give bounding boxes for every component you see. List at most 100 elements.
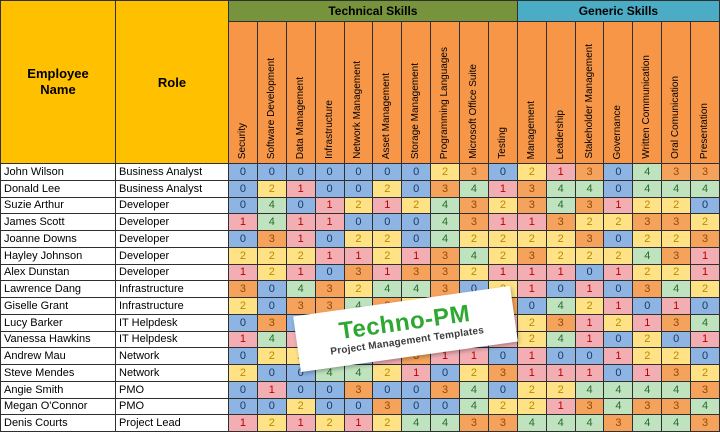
column-header-written-communication[interactable]: Written Communication <box>633 22 663 164</box>
score-cell-lawrence-dang-leadership[interactable]: 0 <box>546 281 576 298</box>
score-cell-megan-o-connor-presentation[interactable]: 4 <box>691 398 720 416</box>
score-cell-denis-courts-asset-management[interactable]: 2 <box>373 415 403 432</box>
score-cell-lucy-barker-leadership[interactable]: 3 <box>546 314 576 332</box>
score-cell-andrew-mau-testing[interactable]: 0 <box>488 348 518 365</box>
score-cell-denis-courts-testing[interactable]: 3 <box>488 415 518 432</box>
score-cell-giselle-grant-governance[interactable]: 1 <box>604 298 634 315</box>
score-cell-donald-lee-software-development[interactable]: 2 <box>257 180 287 198</box>
employee-name-cell-steve-mendes[interactable]: Steve Mendes <box>1 365 116 382</box>
score-cell-giselle-grant-written-communication[interactable]: 0 <box>633 298 663 315</box>
score-cell-hayley-johnson-security[interactable]: 2 <box>229 247 258 265</box>
score-cell-hayley-johnson-written-communication[interactable]: 4 <box>633 247 663 265</box>
score-cell-joanne-downs-asset-management[interactable]: 2 <box>373 231 403 248</box>
score-cell-joanne-downs-software-development[interactable]: 3 <box>257 231 287 248</box>
score-cell-james-scott-management[interactable]: 1 <box>517 214 547 231</box>
column-header-oral-comunication[interactable]: Oral Comunication <box>662 22 692 164</box>
score-cell-alex-dunstan-stakeholder-management[interactable]: 0 <box>575 264 605 282</box>
score-cell-steve-mendes-security[interactable]: 2 <box>229 365 258 382</box>
score-cell-steve-mendes-leadership[interactable]: 1 <box>546 365 576 382</box>
score-cell-joanne-downs-oral-comunication[interactable]: 2 <box>662 231 692 248</box>
employee-name-cell-hayley-johnson[interactable]: Hayley Johnson <box>1 247 116 265</box>
column-header-governance[interactable]: Governance <box>604 22 634 164</box>
score-cell-megan-o-connor-security[interactable]: 0 <box>229 398 258 416</box>
score-cell-donald-lee-storage-management[interactable]: 0 <box>402 180 432 198</box>
column-header-presentation[interactable]: Presentation <box>691 22 720 164</box>
score-cell-alex-dunstan-governance[interactable]: 1 <box>604 264 634 282</box>
score-cell-donald-lee-management[interactable]: 3 <box>517 180 547 198</box>
score-cell-alex-dunstan-network-management[interactable]: 3 <box>344 264 374 282</box>
score-cell-lucy-barker-stakeholder-management[interactable]: 1 <box>575 314 605 332</box>
role-cell-andrew-mau[interactable]: Network <box>116 348 229 365</box>
score-cell-steve-mendes-programming-languages[interactable]: 0 <box>431 365 461 382</box>
score-cell-donald-lee-security[interactable]: 0 <box>229 180 258 198</box>
score-cell-vanessa-hawkins-stakeholder-management[interactable]: 1 <box>575 331 605 349</box>
score-cell-lucy-barker-software-development[interactable]: 3 <box>257 314 287 332</box>
employee-name-cell-vanessa-hawkins[interactable]: Vanessa Hawkins <box>1 331 116 349</box>
score-cell-steve-mendes-management[interactable]: 1 <box>517 365 547 382</box>
score-cell-lawrence-dang-storage-management[interactable]: 4 <box>402 281 432 298</box>
role-cell-joanne-downs[interactable]: Developer <box>116 231 229 248</box>
role-cell-giselle-grant[interactable]: Infrastructure <box>116 298 229 315</box>
score-cell-joanne-downs-programming-languages[interactable]: 4 <box>431 231 461 248</box>
column-header-network-management[interactable]: Network Management <box>344 22 374 164</box>
score-cell-suzie-arthur-testing[interactable]: 2 <box>488 197 518 215</box>
score-cell-lucy-barker-management[interactable]: 2 <box>517 314 547 332</box>
score-cell-andrew-mau-software-development[interactable]: 2 <box>257 348 287 365</box>
score-cell-james-scott-asset-management[interactable]: 0 <box>373 214 403 231</box>
score-cell-vanessa-hawkins-leadership[interactable]: 4 <box>546 331 576 349</box>
score-cell-james-scott-software-development[interactable]: 4 <box>257 214 287 231</box>
score-cell-james-scott-written-communication[interactable]: 3 <box>633 214 663 231</box>
score-cell-john-wilson-programming-languages[interactable]: 2 <box>431 164 461 181</box>
score-cell-lucy-barker-oral-comunication[interactable]: 3 <box>662 314 692 332</box>
score-cell-denis-courts-security[interactable]: 1 <box>229 415 258 432</box>
score-cell-john-wilson-stakeholder-management[interactable]: 3 <box>575 164 605 181</box>
score-cell-giselle-grant-presentation[interactable]: 0 <box>691 298 720 315</box>
score-cell-hayley-johnson-presentation[interactable]: 1 <box>691 247 720 265</box>
score-cell-suzie-arthur-programming-languages[interactable]: 4 <box>431 197 461 215</box>
score-cell-giselle-grant-leadership[interactable]: 4 <box>546 298 576 315</box>
score-cell-john-wilson-written-communication[interactable]: 4 <box>633 164 663 181</box>
score-cell-suzie-arthur-asset-management[interactable]: 1 <box>373 197 403 215</box>
score-cell-hayley-johnson-microsoft-office-suite[interactable]: 4 <box>460 247 489 265</box>
employee-name-cell-suzie-arthur[interactable]: Suzie Arthur <box>1 197 116 215</box>
employee-name-cell-giselle-grant[interactable]: Giselle Grant <box>1 298 116 315</box>
column-header-security[interactable]: Security <box>229 22 258 164</box>
score-cell-john-wilson-security[interactable]: 0 <box>229 164 258 181</box>
score-cell-hayley-johnson-storage-management[interactable]: 1 <box>402 247 432 265</box>
score-cell-donald-lee-programming-languages[interactable]: 3 <box>431 180 461 198</box>
score-cell-lawrence-dang-software-development[interactable]: 0 <box>257 281 287 298</box>
score-cell-james-scott-security[interactable]: 1 <box>229 214 258 231</box>
score-cell-alex-dunstan-software-development[interactable]: 2 <box>257 264 287 282</box>
score-cell-angie-smith-oral-comunication[interactable]: 4 <box>662 381 692 399</box>
score-cell-andrew-mau-security[interactable]: 0 <box>229 348 258 365</box>
score-cell-denis-courts-software-development[interactable]: 2 <box>257 415 287 432</box>
score-cell-suzie-arthur-network-management[interactable]: 2 <box>344 197 374 215</box>
score-cell-denis-courts-management[interactable]: 4 <box>517 415 547 432</box>
role-cell-hayley-johnson[interactable]: Developer <box>116 247 229 265</box>
score-cell-james-scott-infrastructure[interactable]: 1 <box>315 214 345 231</box>
score-cell-joanne-downs-stakeholder-management[interactable]: 3 <box>575 231 605 248</box>
score-cell-hayley-johnson-infrastructure[interactable]: 1 <box>315 247 345 265</box>
score-cell-suzie-arthur-leadership[interactable]: 4 <box>546 197 576 215</box>
score-cell-steve-mendes-written-communication[interactable]: 1 <box>633 365 663 382</box>
score-cell-hayley-johnson-management[interactable]: 3 <box>517 247 547 265</box>
score-cell-lawrence-dang-presentation[interactable]: 2 <box>691 281 720 298</box>
score-cell-donald-lee-data-management[interactable]: 1 <box>286 180 316 198</box>
score-cell-steve-mendes-governance[interactable]: 0 <box>604 365 634 382</box>
score-cell-megan-o-connor-asset-management[interactable]: 3 <box>373 398 403 416</box>
score-cell-denis-courts-data-management[interactable]: 1 <box>286 415 316 432</box>
score-cell-james-scott-stakeholder-management[interactable]: 2 <box>575 214 605 231</box>
score-cell-donald-lee-governance[interactable]: 0 <box>604 180 634 198</box>
score-cell-alex-dunstan-presentation[interactable]: 1 <box>691 264 720 282</box>
score-cell-giselle-grant-management[interactable]: 0 <box>517 298 547 315</box>
score-cell-suzie-arthur-security[interactable]: 0 <box>229 197 258 215</box>
score-cell-andrew-mau-management[interactable]: 1 <box>517 348 547 365</box>
score-cell-hayley-johnson-oral-comunication[interactable]: 3 <box>662 247 692 265</box>
score-cell-joanne-downs-leadership[interactable]: 2 <box>546 231 576 248</box>
score-cell-denis-courts-infrastructure[interactable]: 2 <box>315 415 345 432</box>
score-cell-donald-lee-microsoft-office-suite[interactable]: 4 <box>460 180 489 198</box>
score-cell-megan-o-connor-programming-languages[interactable]: 0 <box>431 398 461 416</box>
score-cell-lawrence-dang-security[interactable]: 3 <box>229 281 258 298</box>
column-header-asset-management[interactable]: Asset Management <box>373 22 403 164</box>
column-header-microsoft-office-suite[interactable]: Microsoft Office Suite <box>460 22 489 164</box>
